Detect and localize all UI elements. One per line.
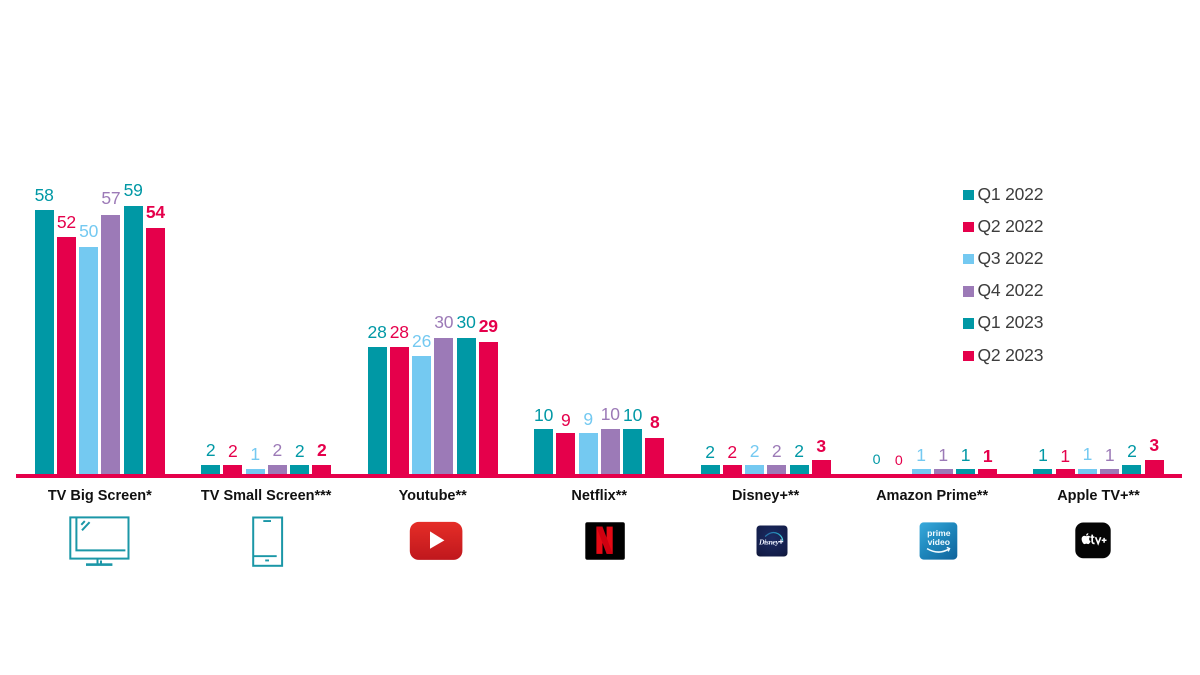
svg-text:video: video — [928, 537, 950, 547]
svg-text:prime: prime — [927, 528, 951, 538]
svg-text:Disney: Disney — [758, 537, 780, 546]
